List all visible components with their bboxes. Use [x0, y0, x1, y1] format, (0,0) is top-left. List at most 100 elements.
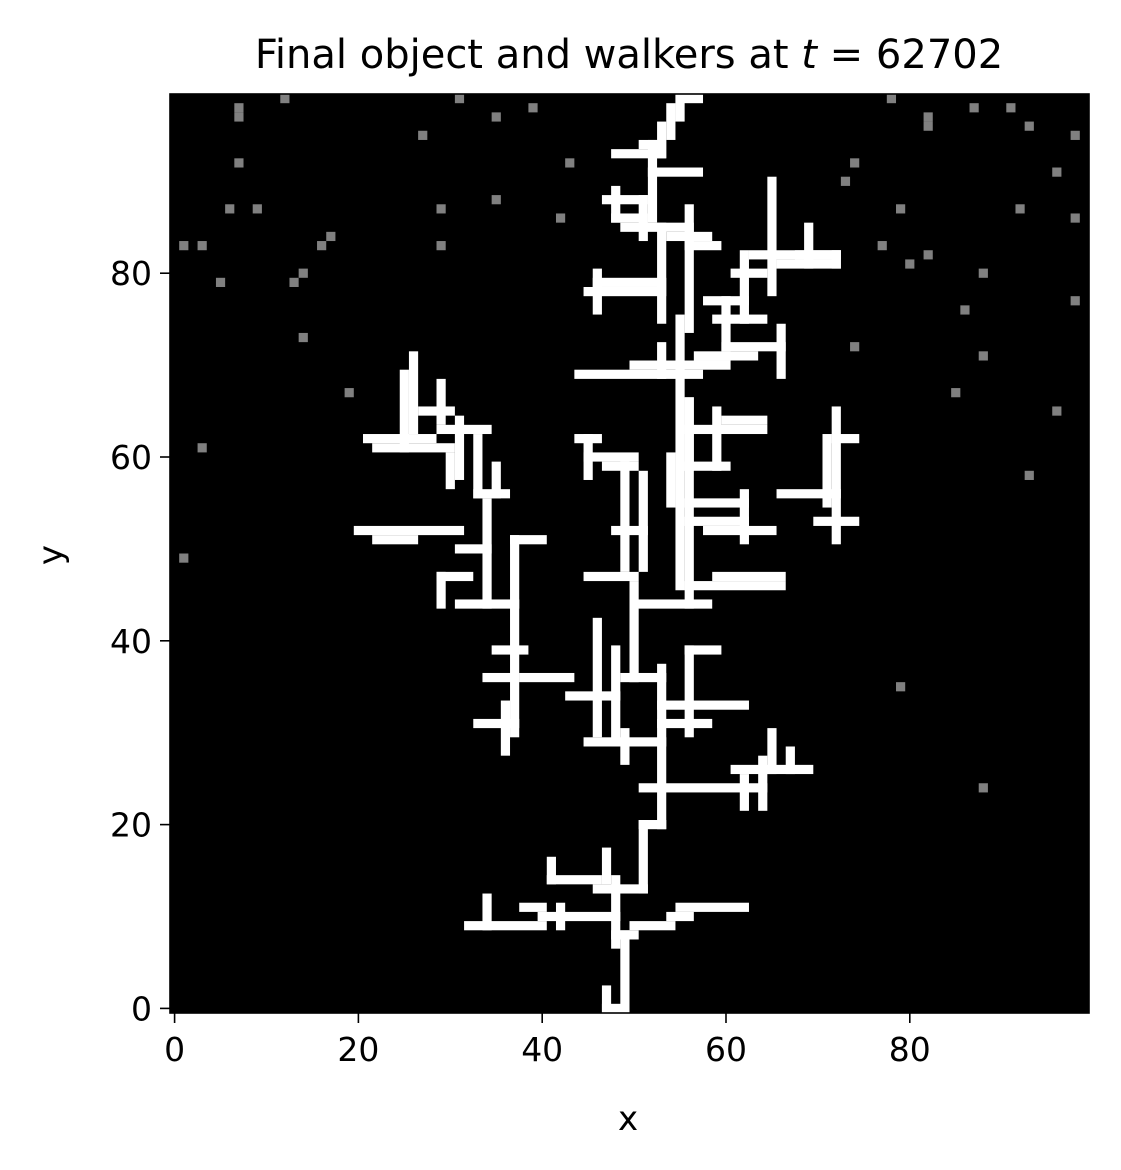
- walker-cell: [289, 277, 299, 287]
- object-segment: [601, 847, 612, 885]
- object-segment: [647, 139, 658, 223]
- object-segment: [510, 535, 547, 545]
- walker-cell: [896, 204, 906, 214]
- y-tick-label: 20: [110, 806, 152, 845]
- y-axis-label: y: [31, 545, 71, 565]
- walker-cell: [1070, 213, 1080, 223]
- walker-cell: [951, 388, 961, 398]
- object-segment: [611, 930, 639, 940]
- object-segment: [657, 342, 667, 379]
- object-segment: [794, 250, 841, 260]
- object-segment: [519, 902, 547, 912]
- object-segment: [638, 783, 768, 793]
- object-segment: [555, 902, 566, 931]
- object-segment: [693, 351, 759, 361]
- walker-cell: [215, 277, 226, 287]
- object-segment: [739, 774, 749, 811]
- object-segment: [657, 700, 749, 710]
- object-segment: [712, 406, 722, 471]
- object-segment: [831, 434, 860, 444]
- object-segment: [721, 342, 786, 352]
- object-segment: [675, 314, 685, 591]
- walker-cell: [298, 332, 308, 343]
- object-segment: [436, 571, 446, 609]
- walker-cell: [850, 158, 860, 168]
- object-segment: [482, 893, 492, 931]
- walker-cell: [179, 241, 189, 251]
- object-segment: [822, 434, 832, 508]
- walker-cell: [317, 241, 327, 251]
- object-segment: [629, 581, 639, 683]
- object-segment: [408, 351, 419, 435]
- object-segment: [491, 645, 529, 655]
- object-segment: [436, 571, 474, 582]
- object-segment: [592, 617, 602, 738]
- y-tick-label: 80: [110, 254, 152, 293]
- x-tick-label: 80: [889, 1030, 931, 1069]
- object-segment: [620, 728, 630, 765]
- object-segment: [583, 286, 667, 297]
- object-segment: [684, 461, 731, 471]
- plot-frame: [169, 93, 1090, 1014]
- object-segment: [491, 461, 501, 499]
- object-segment: [592, 277, 667, 287]
- object-segment: [684, 645, 694, 738]
- object-segment: [482, 498, 492, 609]
- object-segment: [445, 452, 455, 490]
- object-segment: [684, 204, 694, 333]
- object-segment: [675, 94, 685, 122]
- object-segment: [372, 535, 419, 545]
- object-segment: [592, 884, 648, 894]
- walker-cell: [418, 130, 428, 140]
- object-segment: [629, 360, 731, 370]
- walker-cell: [886, 94, 897, 104]
- walker-cell: [1070, 296, 1080, 306]
- walker-cell: [850, 342, 860, 352]
- walker-cell: [565, 158, 575, 168]
- object-segment: [574, 434, 602, 444]
- y-axis-ticks: 0 20 40 60 80: [110, 254, 170, 1028]
- walker-cell: [978, 783, 988, 793]
- object-segment: [611, 149, 667, 159]
- object-segment: [831, 250, 841, 269]
- x-axis-ticks: 0 20 40 60 80: [164, 1013, 931, 1069]
- walker-cell: [1015, 204, 1025, 214]
- object-segment: [776, 489, 841, 499]
- object-segment: [436, 378, 446, 425]
- walker-cell: [896, 682, 906, 692]
- object-segment: [620, 672, 667, 683]
- object-segment: [620, 930, 630, 1013]
- object-segment: [629, 921, 676, 931]
- walker-cell: [491, 195, 501, 205]
- object-segment: [721, 415, 768, 425]
- object-segment: [583, 452, 639, 462]
- object-segment: [684, 424, 768, 435]
- object-segment: [712, 571, 786, 582]
- object-segment: [666, 452, 676, 508]
- walker-cell: [225, 204, 235, 214]
- walker-cell: [436, 241, 446, 251]
- object-segment: [657, 718, 713, 729]
- y-tick-label: 40: [110, 622, 152, 661]
- chart-title: Final object and walkers at t = 62702: [255, 32, 1003, 78]
- object-segment: [684, 498, 749, 508]
- object-segment: [767, 176, 777, 297]
- walker-cell: [234, 112, 244, 122]
- walker-cell: [960, 305, 970, 315]
- walker-cell: [1006, 103, 1016, 113]
- walker-cell: [1052, 406, 1062, 416]
- object-segment: [601, 985, 612, 1013]
- walker-cell: [978, 351, 988, 361]
- object-segment: [546, 875, 602, 885]
- walker-cell: [326, 231, 336, 242]
- object-segment: [785, 746, 795, 775]
- walker-cell: [905, 259, 915, 269]
- object-segment: [638, 470, 648, 572]
- walker-cell: [969, 103, 979, 113]
- object-segment: [601, 461, 639, 471]
- object-segment: [454, 415, 465, 480]
- object-segment: [804, 222, 814, 269]
- object-segment: [454, 544, 492, 554]
- object-segment: [638, 139, 667, 150]
